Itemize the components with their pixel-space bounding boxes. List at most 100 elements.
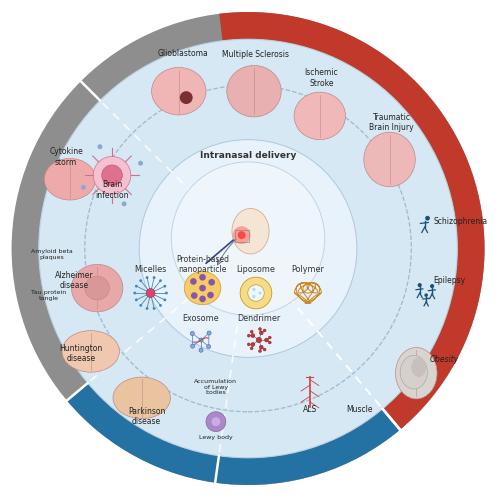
Circle shape bbox=[199, 338, 203, 342]
Circle shape bbox=[146, 307, 148, 310]
Circle shape bbox=[152, 276, 156, 279]
Circle shape bbox=[93, 157, 131, 194]
Ellipse shape bbox=[227, 66, 281, 117]
Circle shape bbox=[191, 292, 198, 299]
Ellipse shape bbox=[152, 68, 206, 115]
Text: Polymer: Polymer bbox=[292, 265, 324, 274]
Circle shape bbox=[232, 226, 250, 244]
Ellipse shape bbox=[184, 271, 221, 305]
Text: Muscle: Muscle bbox=[346, 405, 373, 414]
Circle shape bbox=[206, 412, 226, 431]
Text: Exosome: Exosome bbox=[182, 314, 220, 323]
Circle shape bbox=[212, 417, 220, 426]
Ellipse shape bbox=[62, 331, 120, 372]
Circle shape bbox=[258, 349, 262, 352]
Circle shape bbox=[263, 329, 266, 332]
Circle shape bbox=[140, 304, 142, 307]
Text: Glioblastoma: Glioblastoma bbox=[158, 49, 208, 58]
Ellipse shape bbox=[72, 264, 123, 312]
Circle shape bbox=[250, 347, 253, 350]
Circle shape bbox=[190, 344, 194, 348]
Circle shape bbox=[199, 274, 206, 281]
Text: Protein-based
nanoparticle: Protein-based nanoparticle bbox=[176, 254, 229, 274]
Text: Schizophrenia: Schizophrenia bbox=[434, 217, 488, 226]
Text: Accumulation
of Lewy
bodies: Accumulation of Lewy bodies bbox=[194, 379, 238, 395]
Text: Huntington
disease: Huntington disease bbox=[60, 344, 103, 363]
Circle shape bbox=[248, 343, 250, 346]
Circle shape bbox=[258, 291, 262, 295]
Ellipse shape bbox=[294, 92, 346, 140]
Text: Tau protein
tangle: Tau protein tangle bbox=[32, 290, 66, 301]
Circle shape bbox=[190, 278, 196, 285]
Ellipse shape bbox=[85, 276, 110, 300]
Circle shape bbox=[251, 342, 254, 346]
Circle shape bbox=[240, 277, 272, 309]
Circle shape bbox=[159, 304, 162, 307]
Circle shape bbox=[252, 288, 256, 291]
Text: Lewy body: Lewy body bbox=[199, 435, 233, 440]
Text: Intranasal delivery: Intranasal delivery bbox=[200, 151, 296, 160]
Circle shape bbox=[139, 140, 357, 357]
Circle shape bbox=[238, 231, 246, 239]
Circle shape bbox=[268, 336, 271, 339]
Circle shape bbox=[164, 299, 166, 301]
Circle shape bbox=[207, 292, 214, 298]
Text: Multiple Sclerosis: Multiple Sclerosis bbox=[222, 50, 289, 59]
Circle shape bbox=[248, 334, 250, 337]
Text: Ischemic
Stroke: Ischemic Stroke bbox=[304, 68, 338, 87]
Wedge shape bbox=[67, 383, 400, 485]
Circle shape bbox=[165, 292, 168, 294]
Circle shape bbox=[122, 201, 126, 206]
Circle shape bbox=[146, 289, 155, 298]
Ellipse shape bbox=[396, 347, 437, 399]
Circle shape bbox=[208, 279, 215, 286]
Circle shape bbox=[190, 331, 194, 335]
Circle shape bbox=[140, 279, 142, 282]
Circle shape bbox=[264, 338, 268, 342]
Text: Micelles: Micelles bbox=[134, 265, 166, 274]
Circle shape bbox=[251, 333, 254, 337]
Circle shape bbox=[134, 292, 136, 294]
Circle shape bbox=[260, 345, 263, 349]
Circle shape bbox=[260, 331, 263, 334]
Text: Epilepsy: Epilepsy bbox=[434, 276, 466, 285]
Circle shape bbox=[199, 296, 206, 302]
Bar bbox=[234, 230, 248, 242]
Text: Liposome: Liposome bbox=[236, 265, 276, 274]
Circle shape bbox=[206, 344, 210, 348]
Circle shape bbox=[146, 276, 148, 279]
Circle shape bbox=[430, 284, 434, 288]
Circle shape bbox=[258, 328, 262, 331]
Text: Alzheimer
disease: Alzheimer disease bbox=[54, 271, 93, 290]
Text: Obesity: Obesity bbox=[430, 355, 460, 364]
Circle shape bbox=[164, 285, 166, 288]
Circle shape bbox=[425, 216, 430, 221]
Circle shape bbox=[135, 285, 138, 288]
Ellipse shape bbox=[232, 208, 269, 254]
Ellipse shape bbox=[412, 357, 426, 377]
Circle shape bbox=[135, 299, 138, 301]
Circle shape bbox=[207, 331, 211, 335]
Circle shape bbox=[102, 165, 122, 185]
Wedge shape bbox=[12, 12, 484, 485]
Text: Brain
infection: Brain infection bbox=[96, 180, 129, 200]
Ellipse shape bbox=[364, 132, 416, 187]
Circle shape bbox=[199, 348, 203, 352]
Circle shape bbox=[263, 348, 266, 351]
Circle shape bbox=[172, 162, 324, 315]
Circle shape bbox=[159, 279, 162, 282]
Text: ALS: ALS bbox=[303, 405, 317, 414]
Circle shape bbox=[256, 337, 262, 342]
Text: Cytokine
storm: Cytokine storm bbox=[49, 147, 83, 166]
Circle shape bbox=[39, 39, 458, 458]
Circle shape bbox=[98, 144, 102, 149]
Circle shape bbox=[268, 341, 271, 344]
Circle shape bbox=[138, 161, 143, 166]
Circle shape bbox=[248, 285, 264, 301]
Circle shape bbox=[81, 185, 86, 190]
Circle shape bbox=[180, 91, 192, 104]
Circle shape bbox=[424, 293, 428, 297]
Text: Parkinson
disease: Parkinson disease bbox=[128, 407, 166, 426]
Text: Amyloid beta
plaques: Amyloid beta plaques bbox=[32, 249, 73, 260]
Circle shape bbox=[418, 283, 422, 287]
